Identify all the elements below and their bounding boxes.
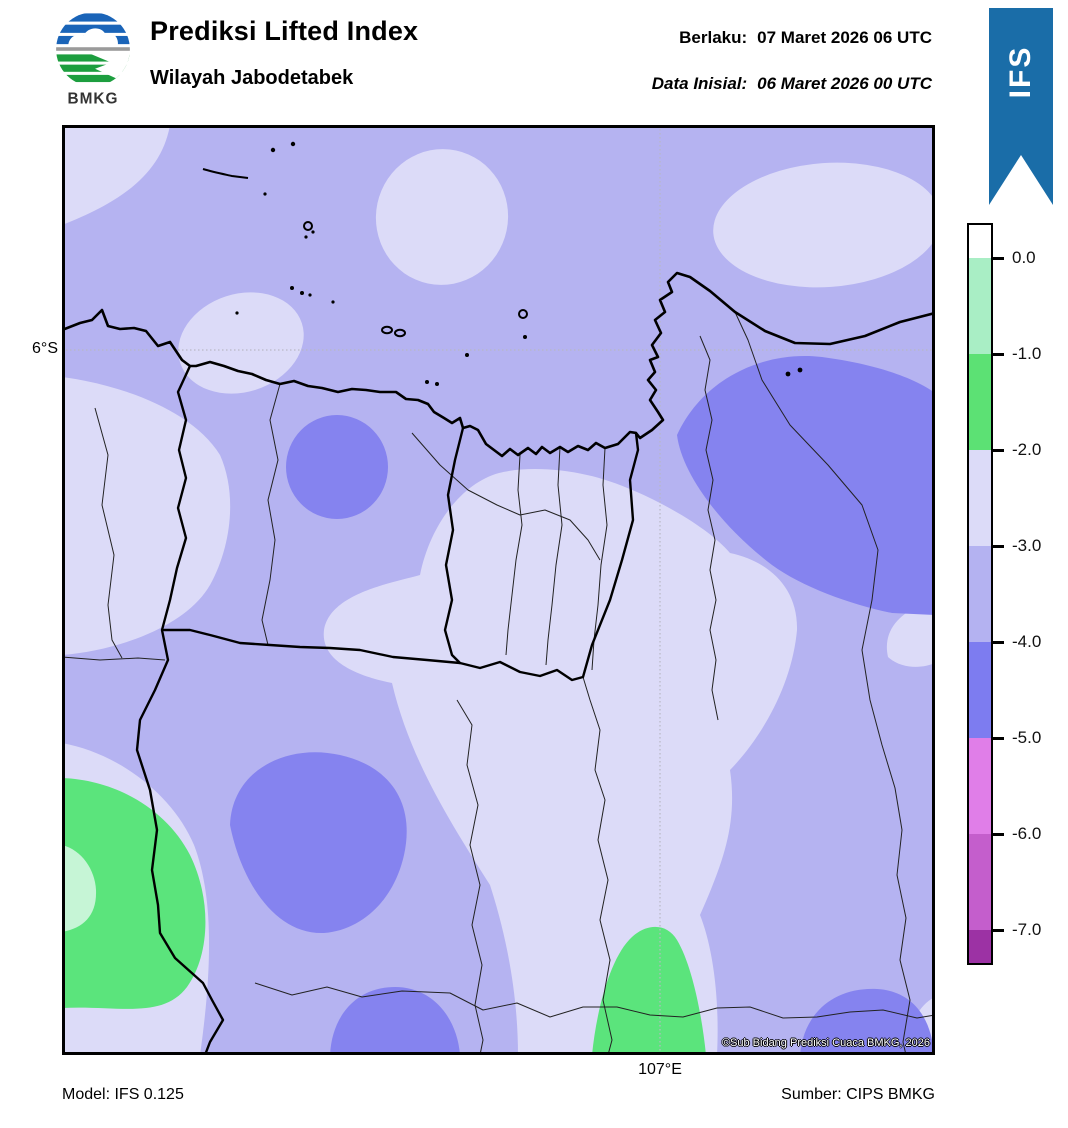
valid-time: Berlaku: 07 Maret 2026 06 UTC bbox=[679, 28, 932, 48]
colorbar-tick bbox=[993, 544, 1004, 548]
colorbar-segments bbox=[969, 225, 991, 963]
colorbar-tick bbox=[993, 832, 1004, 836]
map-frame bbox=[62, 125, 935, 1055]
bmkg-logo-icon: BMKG bbox=[56, 12, 130, 108]
colorbar-tick bbox=[993, 640, 1004, 644]
page-subtitle: Wilayah Jabodetabek bbox=[150, 67, 354, 89]
latitude-tick-label: 6°S bbox=[32, 340, 58, 357]
colorbar-segment bbox=[969, 450, 991, 546]
page-title: Prediksi Lifted Index bbox=[150, 16, 419, 46]
contour-fill-blue bbox=[230, 355, 935, 1055]
logo-caption: BMKG bbox=[67, 91, 118, 108]
source-info: Sumber: CIPS BMKG bbox=[781, 1086, 935, 1103]
colorbar-tick bbox=[993, 736, 1004, 740]
valid-time-label: Berlaku: bbox=[679, 28, 748, 47]
colorbar-tick-label: -2.0 bbox=[1012, 440, 1042, 459]
colorbar-segment bbox=[969, 738, 991, 834]
colorbar-tick-label: -1.0 bbox=[1012, 344, 1042, 363]
colorbar-tick-label: -6.0 bbox=[1012, 824, 1042, 843]
islands bbox=[202, 141, 803, 386]
colorbar-tick-label: -3.0 bbox=[1012, 536, 1042, 555]
colorbar-segment bbox=[969, 642, 991, 738]
colorbar-segment bbox=[969, 930, 991, 963]
colorbar-tick bbox=[993, 448, 1004, 452]
colorbar-tick-label: -7.0 bbox=[1012, 920, 1042, 939]
graticule bbox=[62, 125, 935, 1055]
colorbar-tick bbox=[993, 928, 1004, 932]
colorbar-segment bbox=[969, 834, 991, 930]
bmkg-logo: BMKG bbox=[52, 10, 134, 108]
initial-time: Data Inisial: 06 Maret 2026 00 UTC bbox=[652, 74, 932, 94]
province-boundaries bbox=[135, 364, 640, 1057]
initial-time-label: Data Inisial: bbox=[651, 74, 748, 93]
model-ribbon: IFS bbox=[989, 8, 1053, 205]
forecast-map bbox=[60, 125, 941, 1057]
model-info: Model: IFS 0.125 bbox=[62, 1086, 184, 1103]
colorbar-segment bbox=[969, 546, 991, 642]
colorbar-segment bbox=[969, 258, 991, 354]
model-ribbon-label: IFS bbox=[1004, 45, 1037, 99]
valid-time-value: 07 Maret 2026 06 UTC bbox=[757, 28, 932, 47]
colorbar-tick-label: -5.0 bbox=[1012, 728, 1042, 747]
colorbar-segment bbox=[969, 225, 991, 258]
initial-time-value: 06 Maret 2026 00 UTC bbox=[757, 74, 932, 93]
contour-map bbox=[60, 125, 941, 1057]
colorbar-tick-label: -4.0 bbox=[1012, 632, 1042, 651]
colorbar-tick bbox=[993, 352, 1004, 356]
colorbar-tick bbox=[993, 256, 1004, 260]
colorbar-tick-label: 0.0 bbox=[1012, 248, 1036, 267]
coastline bbox=[60, 271, 937, 458]
copyright-note: ©Sub Bidang Prediksi Cuaca BMKG, 2026 bbox=[721, 1037, 930, 1049]
longitude-tick-label: 107°E bbox=[638, 1061, 682, 1078]
colorbar bbox=[967, 223, 993, 965]
colorbar-segment bbox=[969, 354, 991, 450]
